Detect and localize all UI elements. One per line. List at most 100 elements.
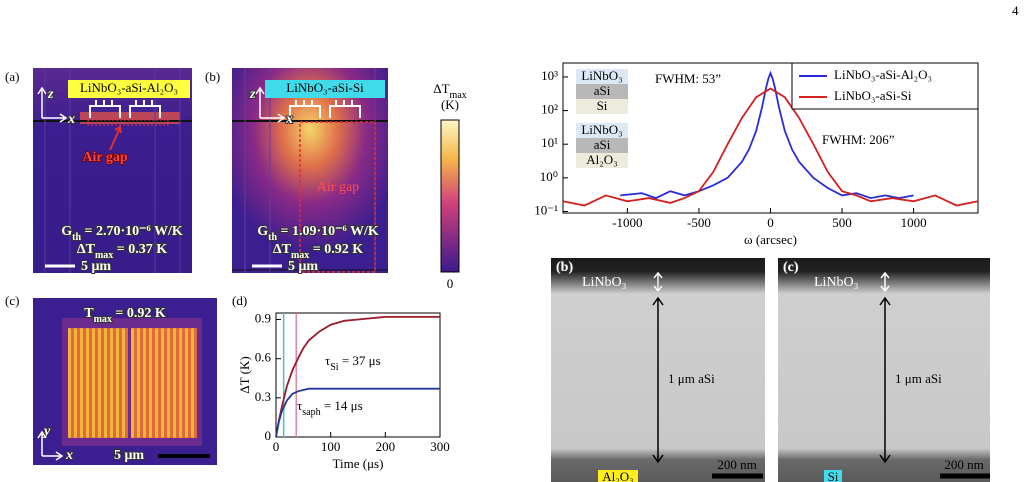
delta-t-label: ΔTmax = 0.37 K [77,242,167,261]
heat-stripe [77,328,80,438]
layer [576,153,628,168]
axis-label: x [67,112,75,127]
legend-box [791,62,979,110]
heat-stripe [188,328,191,438]
thickness-label: 1 μm aSi [668,371,715,386]
axis-label: z [47,87,54,102]
layer [576,123,628,138]
text-part: τ [297,398,302,413]
legend-label: LiNbO₃-aSi-Al₂O₃ [834,67,932,82]
subscript: th [268,232,277,243]
layer-label: aSi [594,83,611,98]
annotation: τsaph = 14 μs [297,398,363,418]
substrate-label: Al₂O₃ [602,469,633,482]
axis-label: y [42,424,51,439]
heat-stripe [101,328,104,438]
page-number: 4 [1012,3,1019,18]
annotation: τSi = 37 μs [325,353,381,373]
text-part: = 2.70·10⁻⁶ W/K [81,224,183,239]
layer [576,138,628,153]
axis-label: x [65,448,73,463]
legend-label: LiNbO₃-aSi-Si [834,88,912,103]
panel-label: (c) [5,293,19,308]
heat-stripe [86,328,89,438]
text-part: G [257,224,268,239]
scale-label: 200 nm [944,457,983,472]
subscript: max [291,250,309,261]
heat-stripe [137,328,140,438]
y-tick-label: 10⁻¹ [534,202,558,217]
x-axis-label: ω (arcsec) [744,232,797,247]
scale-label: 5 μm [114,448,144,463]
heat-stripe [104,328,107,438]
panel-label: (b) [205,69,220,84]
layer-label: aSi [594,137,611,152]
heat-stripe [158,328,161,438]
layer-label: LiNbO₃ [582,275,627,290]
tem-image [778,258,990,482]
heat-stripe [110,328,113,438]
title-box [68,80,190,98]
text-part: ΔT [77,242,96,257]
heat-stripe [140,328,143,438]
text-part: = 37 μs [339,353,381,368]
heat-stripe [191,328,194,438]
layer [576,69,628,84]
heat-stripe [170,328,173,438]
y-tick-label: 10⁰ [540,169,558,184]
layer [576,99,628,114]
axis-arrows [37,430,64,461]
heat-stripe [107,328,110,438]
x-tick-label: 200 [376,439,396,454]
text-part: = 0.92 K [309,242,363,257]
y-tick-label: 10¹ [541,135,558,150]
panel-title: LiNbO₃-aSi-Al₂O₃ [80,80,178,95]
max-temperature-label: Tmax = 0.92 K [84,306,166,325]
thickness-label: 1 μm aSi [895,371,942,386]
layer-label: Si [597,98,608,113]
y-tick-label: 0.9 [255,311,271,326]
subscript: Si [330,362,339,373]
heat-stripe [155,328,158,438]
y-tick-label: 0.3 [255,389,271,404]
heat-stripe [68,328,71,438]
panel-label: (a) [5,69,19,84]
text-part: = 1.09·10⁻⁶ W/K [277,224,379,239]
heat-stripe [74,328,77,438]
heat-stripe [143,328,146,438]
colorbar-title: ΔTmax [433,81,467,101]
text-part: G [61,224,72,239]
text-part: τ [325,353,330,368]
y-tick-label: 10² [541,102,558,117]
panel-title: LiNbO₃-aSi-Si [286,80,364,95]
heat-stripe [149,328,152,438]
subscript: max [94,314,112,325]
x-tick-label: -500 [687,215,711,230]
text-part: = 0.92 K [112,306,166,321]
plot-frame [275,312,441,438]
text-part: T [84,306,94,321]
panel-label: (b) [556,260,573,275]
y-axis-label: ΔT (K) [237,356,252,393]
x-tick-label: 300 [430,439,450,454]
layer-label: LiNbO₃ [581,68,622,83]
heat-stripe [146,328,149,438]
heat-stripe [185,328,188,438]
annotation: Air gap [82,150,127,165]
heat-stripe [125,328,128,438]
heat-stripe [167,328,170,438]
heat-stripe [89,328,92,438]
data-line [562,87,979,207]
layer-label: LiNbO₃ [814,275,859,290]
x-tick-label: 0 [273,439,280,454]
x-axis-label: Time (μs) [333,456,384,471]
layer-label: Al₂O₃ [586,152,617,167]
heat-stripe [92,328,95,438]
title-box [265,80,385,98]
data-line [275,316,440,438]
y-tick-label: 0 [265,428,272,443]
x-tick-label: -1000 [612,215,642,230]
text-part: = 0.37 K [113,242,167,257]
panel-label: (d) [232,293,247,308]
